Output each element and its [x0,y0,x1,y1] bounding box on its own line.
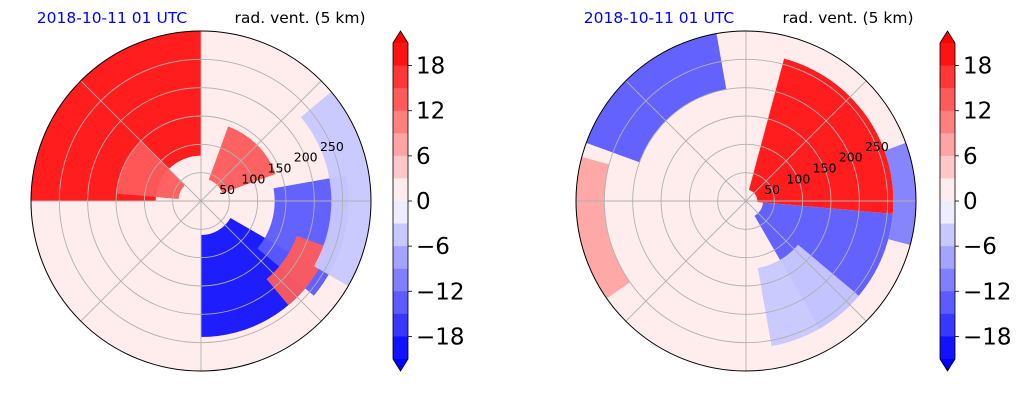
velocity-region [576,157,630,299]
velocity-region [300,91,371,286]
colorbar-tick-label: −12 [963,279,1012,305]
colorbar-bin [393,65,408,89]
panel-date-title: 2018-10-11 01 UTC [584,9,734,27]
colorbar-tick-label: −6 [963,234,997,260]
radial-tick-label: 150 [268,160,292,175]
colorbar-bin [940,246,955,270]
radial-tick-label: 150 [813,160,837,175]
colorbar-bin [940,201,955,224]
panel-variable-title: rad. vent. (5 km) [235,9,366,27]
velocity-region [748,58,894,214]
azimuth-spoke [200,80,322,202]
colorbar: 18 12 6 0 −6 −12 −18 [939,30,1012,372]
colorbar-tick-label: 6 [963,144,978,170]
velocity-region [754,202,893,329]
colorbar-bin [940,133,955,157]
polar-frame [30,30,372,372]
colorbar-tick-label: 0 [963,189,978,215]
colorbar-bin [940,336,955,360]
colorbar-bin [940,268,955,292]
colorbar: 18 12 6 0 −6 −12 −18 [392,30,465,372]
colorbar-bin [393,223,408,247]
azimuth-spoke [80,200,202,322]
colorbar-bin [940,155,955,179]
azimuth-spoke [80,80,202,202]
radial-tick-label: 100 [241,171,265,186]
colorbar-tick-label: 12 [416,99,445,125]
colorbar-extend-min [940,359,955,371]
panel-variable-title: rad. vent. (5 km) [783,9,914,27]
colorbar-tick-label: 6 [416,144,431,170]
velocity-region [586,33,727,163]
colorbar-bin [940,313,955,337]
radial-tick-label: 50 [219,182,235,197]
colorbar-tick-label: 18 [963,54,992,80]
colorbar-extend-max [940,31,955,43]
velocity-region [201,218,319,337]
colorbar-bin [393,291,408,315]
colorbar-bin [940,110,955,134]
colorbar-bin [940,223,955,247]
colorbar-bin [393,178,408,202]
radial-tick-label: 250 [320,139,344,154]
colorbar-tick-label: −18 [416,324,465,350]
panel-date-title: 2018-10-11 01 UTC [37,9,187,27]
radial-tick-label: 200 [839,150,863,165]
colorbar-tick-label: −6 [416,234,450,260]
azimuth-spoke [200,200,322,322]
colorbar-tick-label: 0 [416,189,431,215]
radial-tick-label: 250 [865,139,889,154]
velocity-region [266,235,329,306]
polar-grid [31,31,371,371]
azimuth-spoke [745,80,867,202]
polar-panel-left: 2018-10-11 01 UTC rad. vent. (5 km) 50 10… [30,9,465,372]
colorbar-bin [393,246,408,270]
colorbar-bin [940,178,955,202]
polar-frame [575,30,917,372]
colorbar-bin [393,43,408,66]
colorbar-bin [940,88,955,112]
colorbar-tick-label: −18 [963,324,1012,350]
polar-grid [576,31,916,371]
velocity-region [884,142,916,245]
colorbar-bin [393,336,408,360]
azimuth-spoke [625,80,747,202]
radial-tick-label: 200 [294,150,318,165]
colorbar-tick-label: −12 [416,279,465,305]
azimuth-spoke [625,200,747,322]
polar-panel-right: 2018-10-11 01 UTC rad. vent. (5 km) 50 10… [575,9,1012,372]
colorbar-bin [940,291,955,315]
velocity-region [116,140,185,200]
colorbar-bin [393,88,408,112]
colorbar-bin [393,110,408,134]
colorbar-bin [393,313,408,337]
colorbar-outline [392,30,409,372]
colorbar-extend-max [393,31,408,43]
colorbar-bin [940,43,955,66]
radial-tick-label: 100 [786,171,810,186]
colorbar-bin [393,133,408,157]
colorbar-bin [393,201,408,224]
colorbar-extend-min [393,359,408,371]
azimuth-spoke [745,200,867,322]
colorbar-bin [393,268,408,292]
colorbar-tick-label: 18 [416,54,445,80]
colorbar-tick-label: 12 [963,99,992,125]
colorbar-bin [940,65,955,89]
colorbar-bin [393,155,408,179]
colorbar-outline [939,30,956,372]
radial-tick-label: 50 [764,182,780,197]
